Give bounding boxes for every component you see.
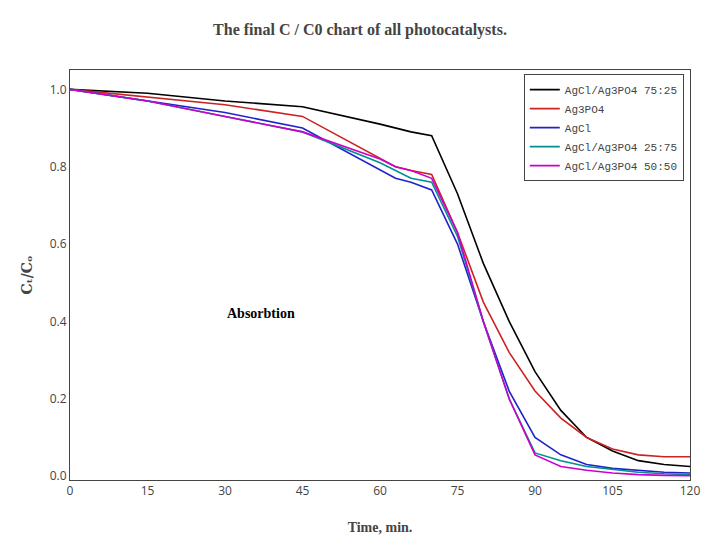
svg-text:0: 0 xyxy=(67,482,74,499)
svg-text:Cₜ/Cₒ: Cₜ/Cₒ xyxy=(19,255,35,294)
svg-text:105: 105 xyxy=(602,482,623,499)
svg-text:75: 75 xyxy=(451,482,465,499)
svg-text:AgCl/Ag3PO4 75:25: AgCl/Ag3PO4 75:25 xyxy=(565,85,677,97)
svg-text:The final C / C0 chart of all: The final C / C0 chart of all photocatal… xyxy=(213,21,507,39)
svg-text:Ag3PO4: Ag3PO4 xyxy=(565,104,605,116)
svg-text:0.8: 0.8 xyxy=(50,158,67,175)
svg-text:90: 90 xyxy=(528,482,542,499)
svg-text:30: 30 xyxy=(218,482,232,499)
svg-text:0.0: 0.0 xyxy=(50,467,67,484)
svg-text:15: 15 xyxy=(141,482,155,499)
svg-text:0.6: 0.6 xyxy=(50,235,67,252)
svg-text:60: 60 xyxy=(373,482,387,499)
svg-text:45: 45 xyxy=(296,482,310,499)
svg-text:Absorbtion: Absorbtion xyxy=(227,306,295,321)
svg-text:AgCl/Ag3PO4 25:75: AgCl/Ag3PO4 25:75 xyxy=(565,142,677,154)
svg-text:Time, min.: Time, min. xyxy=(348,520,413,535)
svg-text:AgCl/Ag3PO4 50:50: AgCl/Ag3PO4 50:50 xyxy=(565,161,677,173)
svg-text:1.0: 1.0 xyxy=(50,81,67,98)
svg-text:120: 120 xyxy=(680,482,701,499)
svg-text:AgCl: AgCl xyxy=(565,123,591,135)
svg-text:0.4: 0.4 xyxy=(50,313,67,330)
svg-text:0.2: 0.2 xyxy=(50,390,67,407)
